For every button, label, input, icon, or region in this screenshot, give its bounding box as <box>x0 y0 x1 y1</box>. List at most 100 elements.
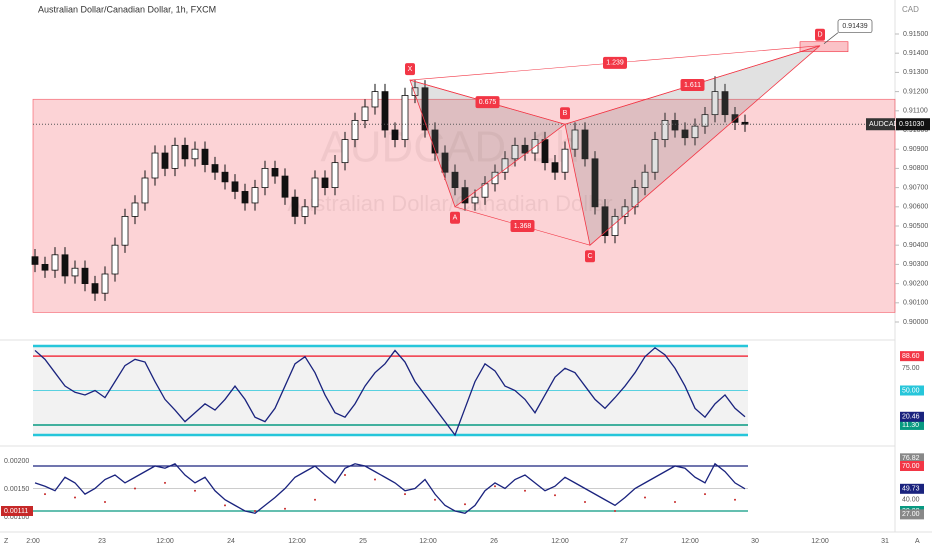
time-label: 24 <box>227 538 235 545</box>
time-label: Z <box>4 538 9 545</box>
candle-body <box>131 202 139 217</box>
price-tick-label: 0.91400 <box>903 50 928 57</box>
candle-body <box>261 167 269 188</box>
candle-body <box>121 215 129 246</box>
time-label: 23 <box>98 538 106 545</box>
chart-title: Australian Dollar/Canadian Dollar, 1h, F… <box>38 4 216 14</box>
point-tag <box>815 28 825 41</box>
candle-body <box>101 273 109 294</box>
ratio-tag <box>475 96 500 109</box>
candle-body <box>401 95 409 141</box>
candle-body <box>291 196 299 217</box>
time-label: 12:00 <box>419 538 437 545</box>
point-label: A <box>453 215 458 222</box>
symbol-tag <box>866 118 895 131</box>
candle-body <box>491 171 499 185</box>
price-tick-label: 0.91200 <box>903 88 928 95</box>
candle-body <box>161 152 169 169</box>
candle-body <box>411 87 419 96</box>
candle-body <box>111 244 119 275</box>
level-label: 50.00 <box>902 387 920 394</box>
level-label: 11.30 <box>902 422 919 429</box>
candle-body <box>351 120 359 141</box>
candle-body <box>461 187 469 204</box>
candle-body <box>651 139 659 173</box>
level-tag <box>900 419 924 430</box>
point-label: C <box>587 253 592 260</box>
candle-body <box>301 206 309 217</box>
level-label: 88.60 <box>902 353 920 360</box>
time-label: 12:00 <box>551 538 569 545</box>
candle-body <box>331 162 339 188</box>
candle-body <box>81 267 89 284</box>
candle-body <box>441 152 449 173</box>
candle-body <box>381 91 389 131</box>
candle-body <box>241 191 249 204</box>
last-tag <box>900 483 924 494</box>
candle-body <box>731 114 739 123</box>
candle-body <box>711 91 719 116</box>
level-label: 40.00 <box>902 497 920 504</box>
candle-body <box>741 121 749 125</box>
candle-body <box>141 177 149 204</box>
candle-body <box>311 177 319 208</box>
candle-body <box>181 144 189 160</box>
candle-body <box>211 164 219 173</box>
candle-body <box>271 167 279 177</box>
candle-body <box>481 183 489 198</box>
price-tick-label: 0.90700 <box>903 184 928 191</box>
osc-dot <box>734 498 736 501</box>
point-label: B <box>563 110 568 117</box>
osc-dot <box>194 489 196 492</box>
candle-body <box>671 120 679 131</box>
osc-dot <box>674 501 676 503</box>
candle-body <box>661 120 669 141</box>
currency: CAD <box>902 5 919 14</box>
candle-body <box>281 175 289 198</box>
ratio-label: 1.239 <box>606 60 624 67</box>
point-tag <box>405 63 415 76</box>
ratio-tag <box>680 78 705 91</box>
price-tick-label: 0.90100 <box>903 300 928 307</box>
osc-line <box>34 462 746 514</box>
osc-dot <box>524 489 526 492</box>
level-tag <box>900 509 924 520</box>
level-tag <box>900 453 924 464</box>
candle-body <box>171 144 179 169</box>
candle-body <box>201 148 209 165</box>
point-tag <box>585 250 595 263</box>
osc-dot <box>284 507 286 510</box>
candle-body <box>501 158 509 173</box>
point-tag <box>560 107 570 120</box>
price-tick-label: 0.90400 <box>903 242 928 249</box>
osc-dot <box>374 478 376 481</box>
left-current-label: 0.00111 <box>4 508 28 515</box>
time-label: 2:00 <box>26 538 40 545</box>
left-tick-label: 0.00100 <box>4 514 29 521</box>
osc-dot <box>404 493 406 496</box>
osc-dot <box>554 494 556 497</box>
time-label: 12:00 <box>288 538 306 545</box>
level-label: 70.00 <box>902 463 920 470</box>
osc-dot <box>44 493 46 496</box>
price-tick-label: 0.90500 <box>903 223 928 230</box>
point-tag <box>450 211 460 224</box>
ratio-tag <box>603 56 627 69</box>
candle-body <box>231 181 239 192</box>
candle-body <box>681 129 689 139</box>
candle-body <box>721 91 729 116</box>
point-label: X <box>408 66 413 73</box>
osc-dot <box>254 510 256 512</box>
level-tag <box>900 385 924 396</box>
candle-body <box>91 283 99 294</box>
candle-body <box>71 267 79 277</box>
candle-body <box>701 114 709 127</box>
price-tick-label: 0.90200 <box>903 280 928 287</box>
time-label: A <box>915 538 920 545</box>
price-tick-label: 0.90000 <box>903 319 928 326</box>
time-label: 12:00 <box>811 538 829 545</box>
level-label: 75.00 <box>902 365 920 372</box>
candle-body <box>361 106 369 121</box>
